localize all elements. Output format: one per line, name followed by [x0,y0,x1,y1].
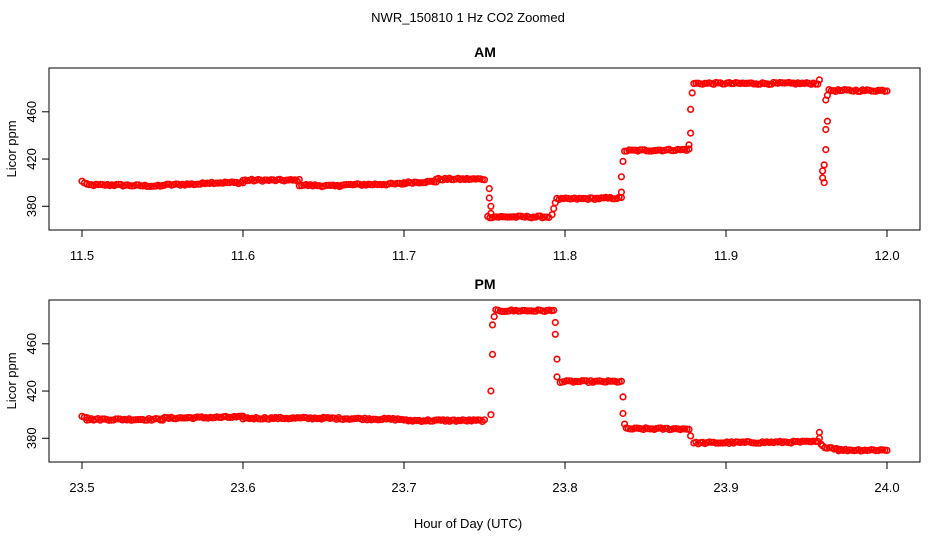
pm-x-tick-label: 23.6 [230,480,255,495]
am-panel: AM Licor ppm 11.5 11.6 11.7 11.8 11.9 12.0 380… [4,44,921,263]
pm-x-tick-label: 23.7 [391,480,416,495]
am-data-point [487,202,495,210]
am-data-point [551,199,559,207]
am-y-axis-label: Licor ppm [4,120,19,177]
am-data-point [617,188,626,196]
pm-data-point [617,377,626,385]
pm-data-point [817,440,825,448]
am-data-point [818,167,827,175]
am-data-point [820,179,828,187]
pm-plot-frame [48,299,921,463]
pm-x-tick-label: 23.9 [713,480,738,495]
pm-data-point [620,420,629,428]
am-data-point [823,91,832,99]
pm-data-point [551,330,559,338]
am-x-tick-label: 11.7 [392,248,416,263]
pm-data-point [488,321,497,329]
am-data-point [823,117,832,125]
am-x-tick-label: 12.0 [874,248,899,263]
pm-panel: PM Licor ppm 23.5 23.6 23.7 23.8 23.9 24.0 380… [4,276,921,495]
am-panel-title: AM [474,44,496,60]
am-data-point [485,194,493,202]
am-data-point [685,145,693,153]
pm-y-axis-label: Licor ppm [4,352,19,409]
pm-y-tick-label: 460 [24,333,39,355]
am-x-tick-label: 11.8 [553,248,577,263]
am-data-point [85,181,93,189]
am-data-point [487,209,495,217]
figure-title: NWR_150810 1 Hz CO2 Zoomed [371,10,565,25]
am-data-point [619,157,627,165]
am-data-point [883,87,891,95]
pm-data-point [490,313,498,321]
pm-data-points [78,306,891,455]
am-data-point [480,176,489,184]
pm-data-point [553,373,561,381]
pm-data-point [487,387,495,395]
am-data-point [617,173,626,181]
am-y-tick-label: 420 [24,148,39,170]
am-x-tick-label: 11.5 [70,248,94,263]
pm-x-tick-label: 24.0 [874,480,899,495]
pm-x-tick-label: 23.5 [69,480,94,495]
pm-y-tick-label: 380 [24,427,39,449]
x-axis-label: Hour of Day (UTC) [414,516,522,531]
am-data-point [686,129,695,137]
am-y-tick-label: 380 [24,195,39,217]
pm-data-point [480,416,489,424]
am-data-point [820,161,828,169]
am-data-point [550,205,558,213]
pm-data-point [550,306,558,314]
pm-data-point [619,409,627,418]
am-plot-frame [48,67,921,231]
pm-data-point [136,415,144,424]
pm-panel-title: PM [475,276,496,292]
am-data-point [685,141,693,149]
am-data-points [78,76,891,222]
pm-y-tick-label: 420 [24,380,39,402]
am-x-tick-label: 11.6 [231,248,255,263]
am-data-point [815,76,824,84]
pm-data-point [685,425,693,434]
pm-data-point [553,355,561,363]
am-y-tick-label: 460 [24,101,39,123]
pm-data-point [712,439,720,447]
pm-data-point [883,446,891,455]
am-data-point [822,146,830,154]
pm-data-point [487,411,495,419]
pm-data-point [815,428,824,437]
pm-data-point [551,318,559,327]
am-data-point [313,182,321,190]
pm-data-point [488,350,497,359]
am-data-point [686,105,695,113]
am-x-tick-label: 11.9 [714,248,738,263]
am-data-point [688,89,696,97]
pm-data-point [686,432,695,440]
pm-data-point [619,393,627,401]
am-data-point [822,125,830,134]
am-data-point [485,185,493,193]
pm-x-tick-label: 23.8 [552,480,577,495]
